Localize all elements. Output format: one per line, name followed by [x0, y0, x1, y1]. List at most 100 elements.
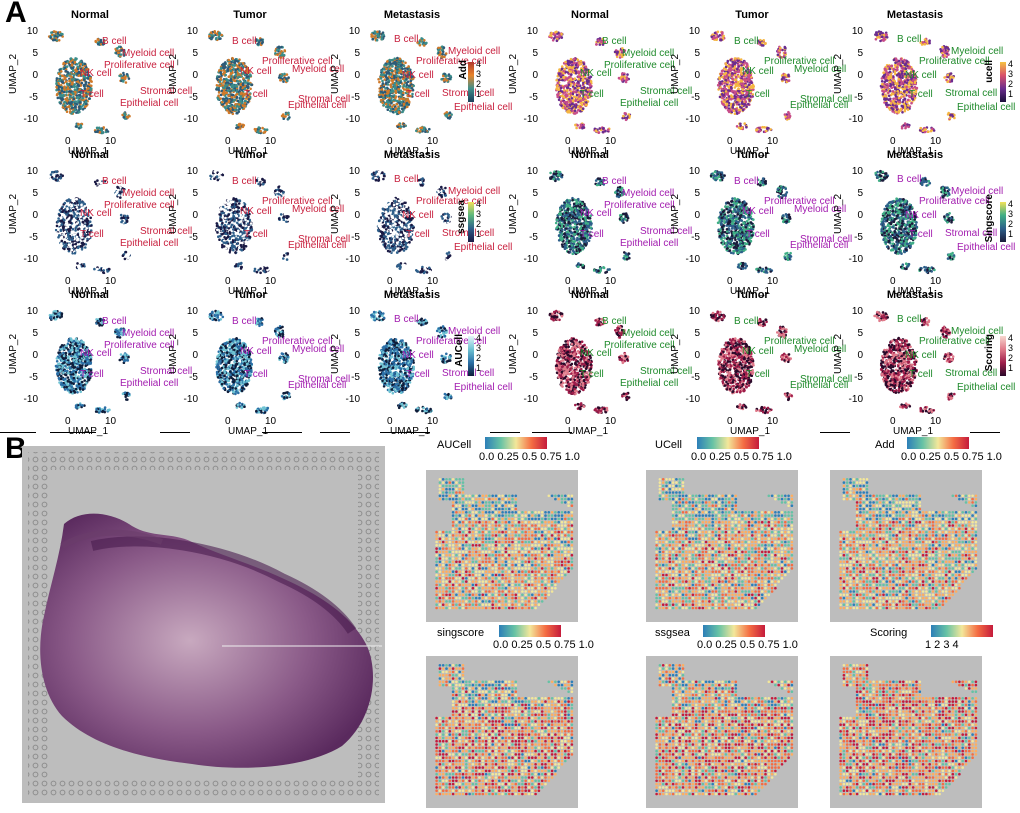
cell-point	[224, 66, 227, 69]
cell-point	[571, 110, 574, 113]
cell-point	[716, 38, 719, 41]
cell-point	[279, 52, 282, 55]
y-axis-label: UMAP_2	[168, 54, 179, 94]
cell-point	[899, 64, 902, 67]
cell-point	[765, 130, 768, 133]
cell-label-t: T cell	[580, 89, 604, 100]
cell-point	[896, 69, 899, 72]
cell-point	[94, 131, 97, 134]
cell-point	[75, 111, 78, 114]
cell-point	[423, 44, 426, 47]
cell-point	[237, 83, 240, 86]
cell-point	[387, 108, 390, 111]
cell-point	[395, 107, 398, 110]
cell-point	[61, 80, 64, 83]
cell-point	[57, 97, 60, 100]
cell-point	[883, 86, 886, 89]
cell-point	[384, 87, 387, 90]
cell-point	[748, 83, 751, 86]
cell-point	[904, 122, 907, 125]
cell-point	[75, 217, 78, 220]
cell-point	[382, 104, 385, 107]
cell-point	[556, 96, 559, 99]
cell-point	[721, 76, 724, 79]
cell-point	[71, 78, 74, 81]
cell-point	[953, 117, 956, 120]
cell-point	[90, 85, 93, 88]
cell-point	[126, 116, 129, 119]
cell-point	[101, 132, 104, 135]
cell-point	[950, 72, 953, 75]
cell-point	[558, 72, 561, 75]
cell-point	[731, 81, 734, 84]
cell-point	[232, 57, 235, 60]
cell-point	[742, 109, 745, 112]
cell-point	[905, 91, 908, 94]
cell-point	[396, 103, 399, 106]
cell-point	[908, 86, 911, 89]
cell-point	[280, 75, 283, 78]
cell-point	[620, 76, 623, 79]
cell-point	[566, 78, 569, 81]
cell-point	[735, 84, 738, 87]
cell-point	[60, 33, 63, 36]
cell-point	[399, 85, 402, 88]
cell-point	[549, 34, 552, 37]
cell-point	[571, 97, 574, 100]
cell-point	[233, 99, 236, 102]
cell-point	[442, 51, 445, 54]
cell-point	[239, 86, 242, 89]
y-tick-label: 5	[684, 48, 700, 59]
cell-point	[907, 104, 910, 107]
cell-point	[886, 83, 889, 86]
cell-point	[734, 57, 737, 60]
cell-point	[747, 103, 750, 106]
cell-point	[727, 65, 730, 68]
cell-point	[77, 66, 80, 69]
cell-point	[782, 76, 785, 79]
cell-label-t: T cell	[244, 89, 268, 100]
cell-point	[446, 111, 449, 114]
cell-point	[247, 83, 250, 86]
cell-point	[381, 69, 384, 72]
cell-point	[73, 233, 76, 236]
cell-point	[219, 80, 222, 83]
cell-point	[259, 130, 262, 133]
cell-point	[903, 94, 906, 97]
cell-point	[449, 111, 452, 114]
cell-point	[228, 87, 231, 90]
cell-point	[580, 60, 583, 63]
cell-point	[381, 74, 384, 77]
cell-point	[900, 58, 903, 61]
y-tick-label: -10	[182, 114, 198, 125]
cell-point	[74, 109, 77, 112]
cell-point	[258, 126, 261, 129]
cell-point	[571, 67, 574, 70]
cell-point	[779, 47, 782, 50]
cell-point	[879, 40, 882, 43]
cell-point	[739, 123, 742, 126]
cell-point	[70, 76, 73, 79]
cell-point	[602, 131, 605, 134]
cell-point	[725, 62, 728, 65]
cell-point	[122, 80, 125, 83]
cell-point	[914, 81, 917, 84]
cell-point	[725, 75, 728, 78]
cell-point	[401, 104, 404, 107]
cell-point	[371, 38, 374, 41]
cell-point	[725, 90, 728, 93]
cell-point	[882, 93, 885, 96]
cell-point	[96, 127, 99, 130]
cell-point	[386, 100, 389, 103]
y-tick-label: 10	[22, 166, 38, 177]
cell-point	[906, 123, 909, 126]
cell-point	[556, 36, 559, 39]
cell-point	[730, 86, 733, 89]
cell-point	[76, 72, 79, 75]
cell-point	[77, 80, 80, 83]
cell-point	[69, 73, 72, 76]
cell-point	[69, 96, 72, 99]
cell-point	[286, 73, 289, 76]
cell-point	[890, 102, 893, 105]
y-tick-label: -5	[684, 92, 700, 103]
